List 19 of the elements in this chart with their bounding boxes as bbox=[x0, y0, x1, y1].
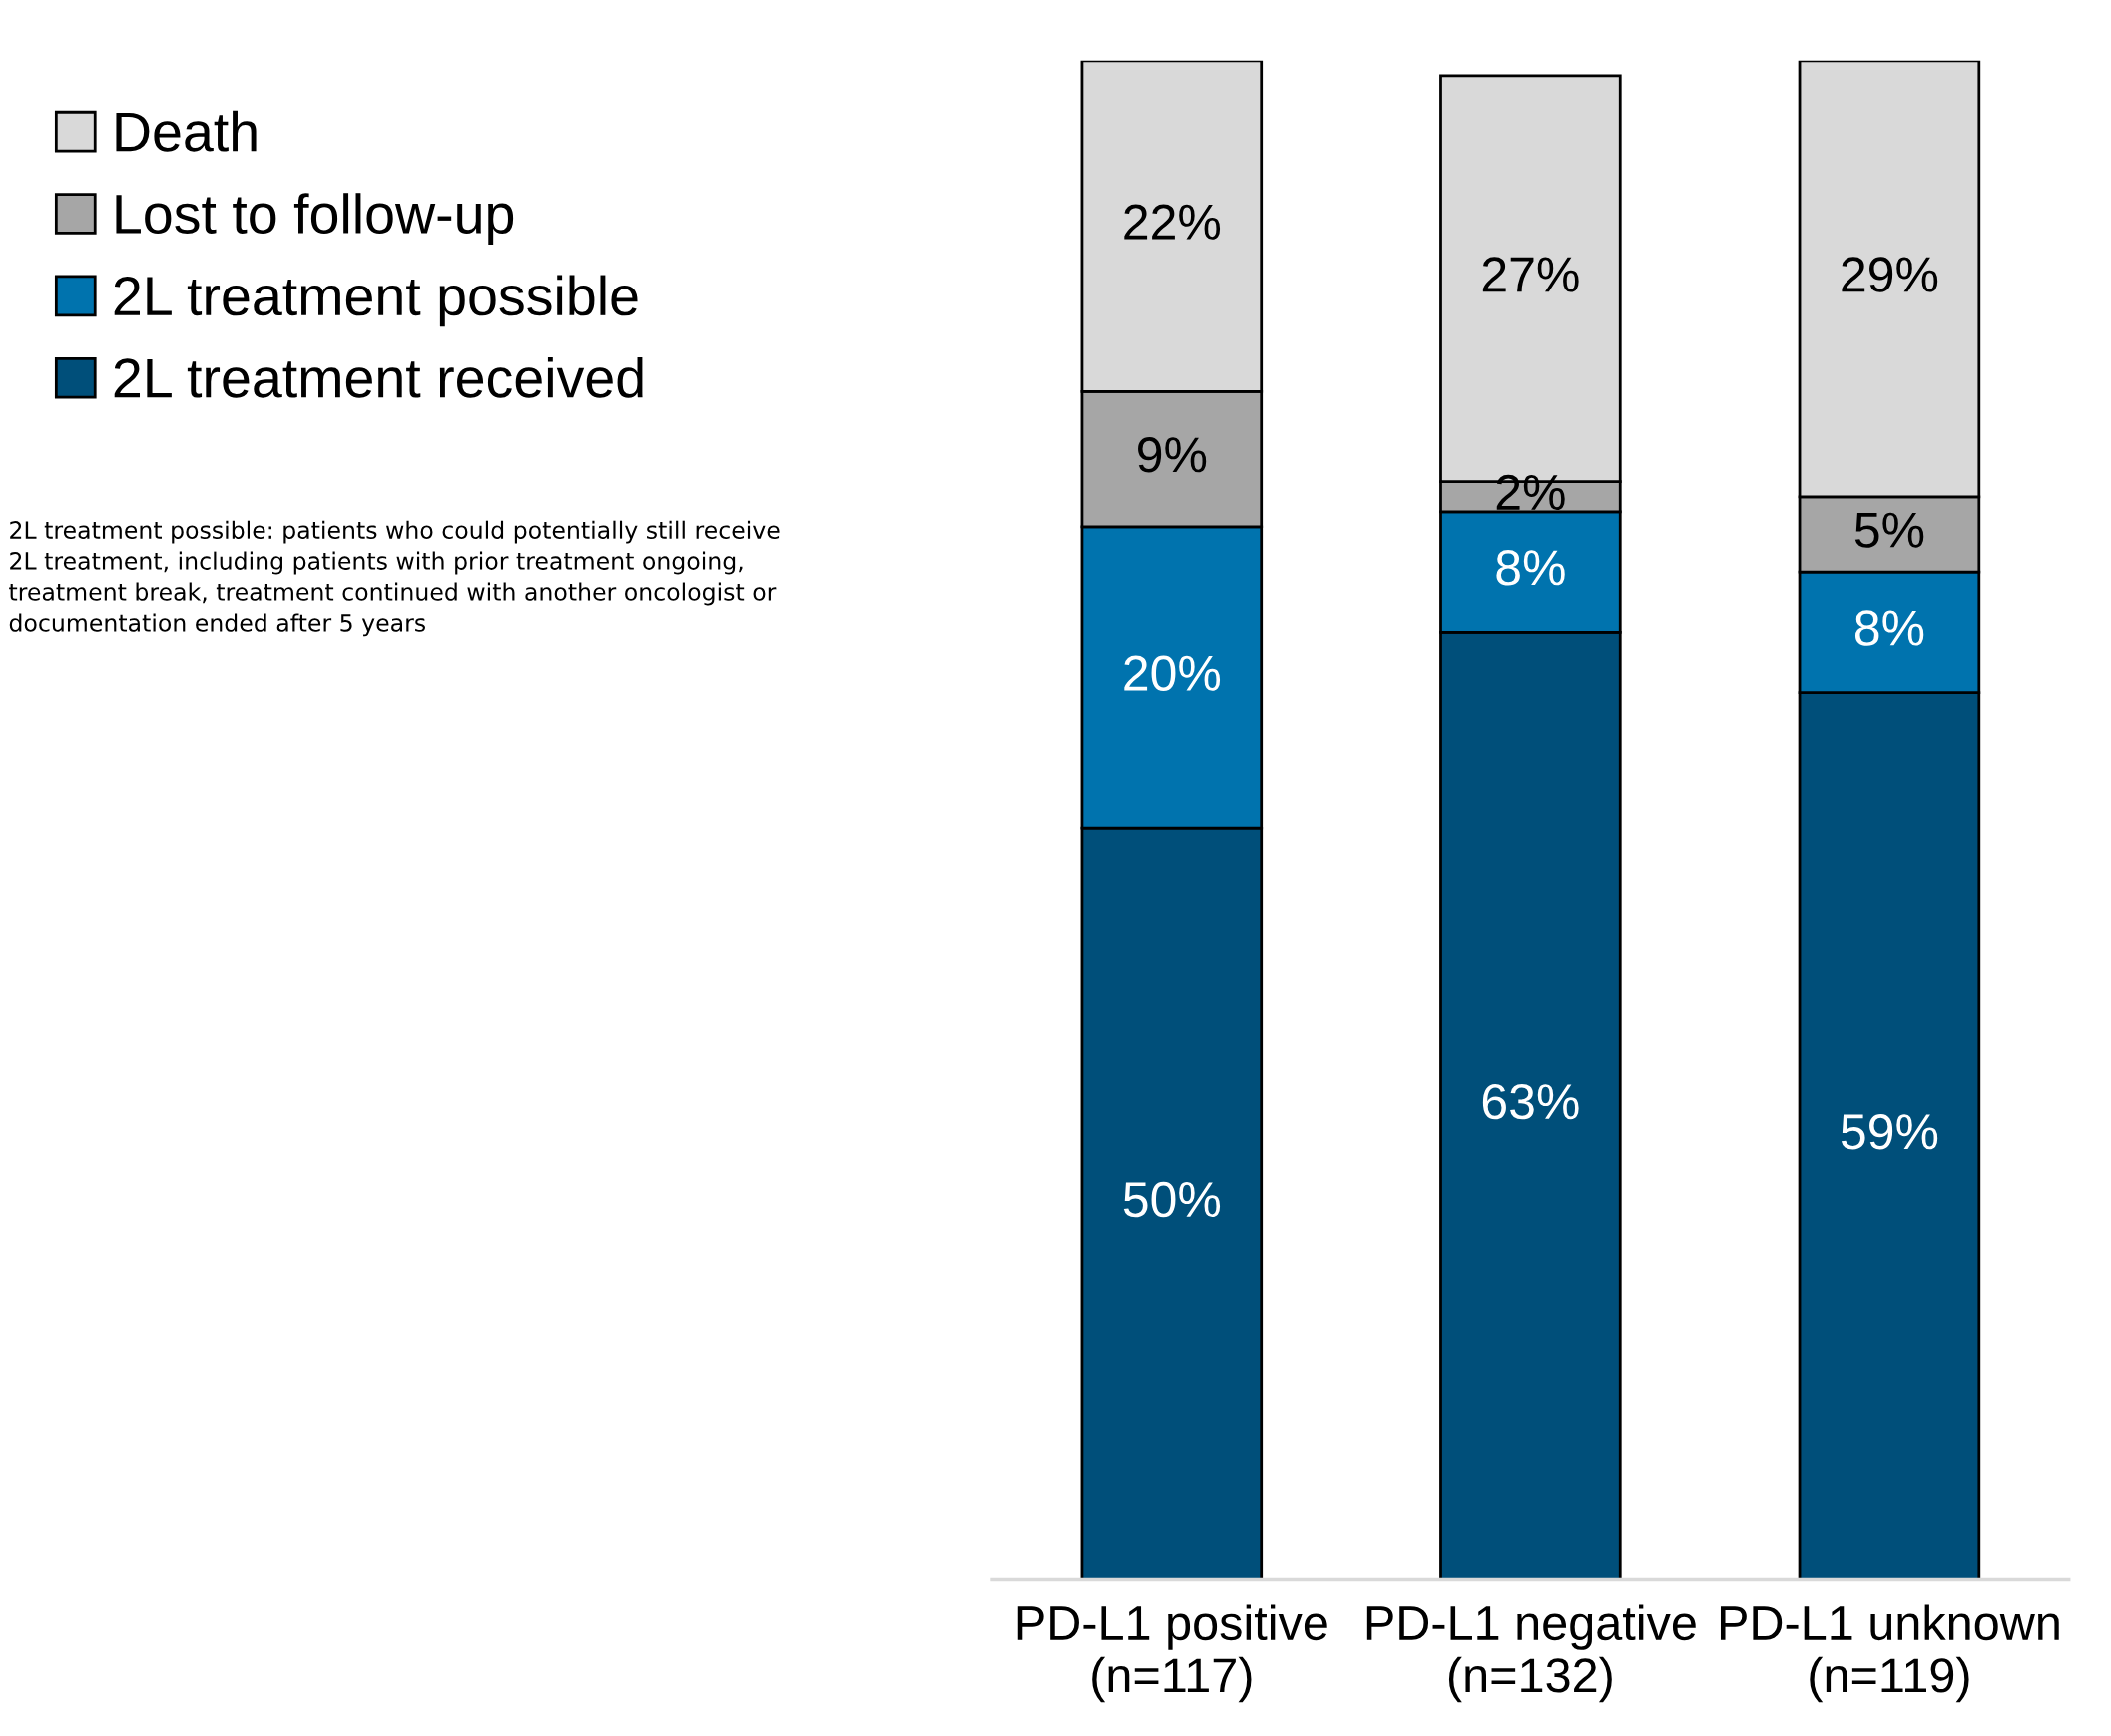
legend-label: Lost to follow-up bbox=[116, 193, 514, 245]
data-label: 8% bbox=[1854, 610, 1924, 646]
text: 2L treatment possible: patients who could potentially still receive 2L treatment, including patients with prior treatment ongoing, treatment break, treatment continued with another oncologist or documentation ended after 5 years bbox=[9, 520, 780, 637]
data-label: 9% bbox=[1138, 437, 1207, 473]
data-label: 22% bbox=[1124, 204, 1221, 240]
data-label: 27% bbox=[1482, 257, 1579, 292]
data-label: 59% bbox=[1841, 1114, 1938, 1150]
data-label: 63% bbox=[1482, 1083, 1579, 1120]
legend-label: 2L treatment possible bbox=[114, 275, 638, 327]
x-tick-label: PD-L1 negative (n=132) bbox=[1366, 1604, 1696, 1703]
legend-label: 2L treatment received bbox=[114, 356, 643, 398]
data-label: 50% bbox=[1123, 1181, 1221, 1218]
data-label: 29% bbox=[1842, 257, 1938, 292]
data-label: 5% bbox=[1854, 512, 1924, 548]
data-label: 8% bbox=[1496, 550, 1565, 586]
legend-label: Death bbox=[116, 110, 257, 152]
x-tick-label: PD-L1 unknown (n=119) bbox=[1720, 1604, 2059, 1703]
x-tick-label: PD-L1 positive (n=117) bbox=[1017, 1604, 1327, 1703]
data-label: 20% bbox=[1124, 655, 1221, 691]
